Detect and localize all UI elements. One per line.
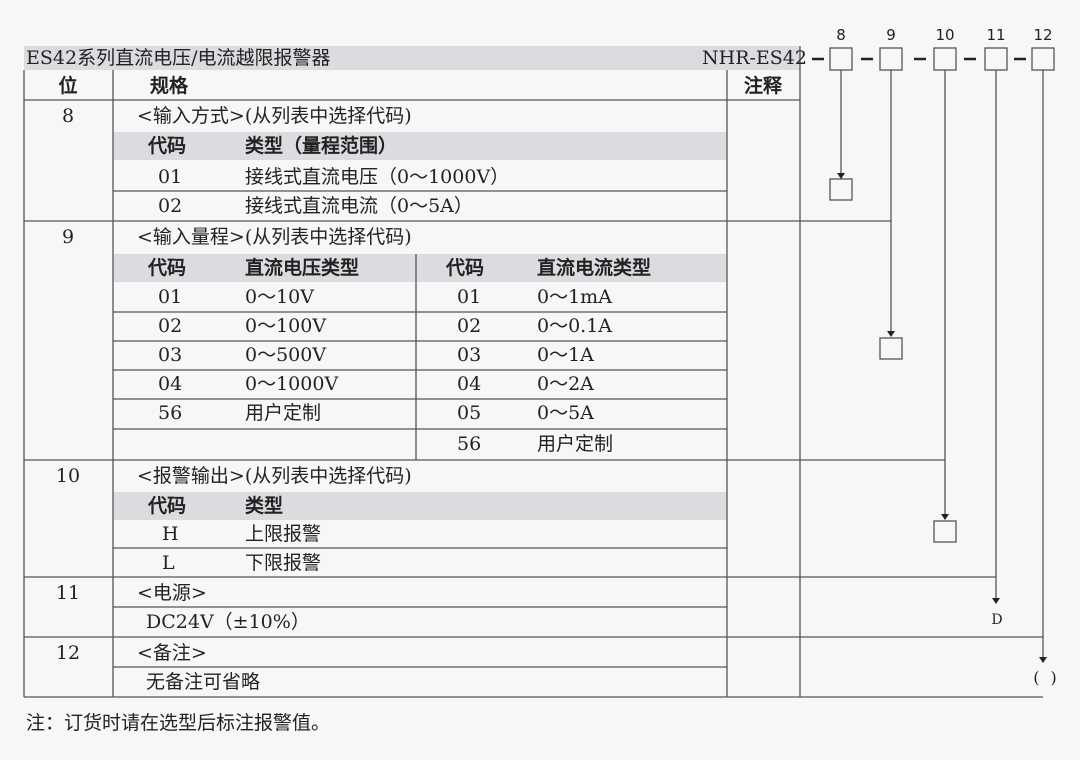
header-position: 位 bbox=[58, 75, 78, 97]
column-header-code: 代码 bbox=[148, 495, 187, 517]
option-type: 0～500V bbox=[245, 344, 327, 366]
code-position-label: 8 bbox=[836, 26, 846, 44]
option-type: 0～0.1A bbox=[537, 315, 613, 337]
column-header-type: 类型 bbox=[245, 495, 284, 517]
option-code: L bbox=[162, 552, 175, 574]
option-type: 0～2A bbox=[537, 373, 594, 395]
option-code: 01 bbox=[457, 286, 482, 308]
column-header-code: 代码 bbox=[446, 257, 485, 279]
option-code: 04 bbox=[457, 373, 482, 395]
section-position: 9 bbox=[61, 226, 75, 248]
option-code: 56 bbox=[158, 402, 183, 424]
option-type: 0～10V bbox=[245, 286, 314, 308]
option-code: 05 bbox=[457, 402, 482, 424]
option-code: 02 bbox=[158, 315, 183, 337]
option-type: 用户定制 bbox=[537, 433, 614, 455]
section-title: <输入方式>(从列表中选择代码) bbox=[137, 105, 412, 127]
option-type: 0～1A bbox=[537, 344, 594, 366]
option-type: 0～5A bbox=[537, 402, 594, 424]
column-header-code: 代码 bbox=[148, 257, 187, 279]
section-position: 8 bbox=[61, 105, 75, 127]
option-code: 02 bbox=[457, 315, 482, 337]
option-code: 03 bbox=[457, 344, 482, 366]
option-code: H bbox=[162, 523, 179, 545]
column-header-code: 代码 bbox=[148, 135, 187, 157]
option-code: 02 bbox=[158, 195, 183, 217]
option-type: 下限报警 bbox=[245, 552, 322, 574]
code-position-label: 12 bbox=[1033, 26, 1053, 44]
header-note: 注释 bbox=[743, 75, 783, 97]
section-9-header-fill bbox=[113, 254, 727, 282]
section-position: 11 bbox=[55, 582, 81, 604]
model-number: NHR-ES42 bbox=[702, 47, 807, 69]
title-bar bbox=[24, 46, 800, 70]
option-type: 用户定制 bbox=[245, 402, 322, 424]
option-code: 03 bbox=[158, 344, 183, 366]
section-8-header-fill bbox=[113, 132, 727, 160]
power-value: DC24V（±10%） bbox=[146, 611, 310, 633]
section-title: <电源> bbox=[137, 582, 207, 604]
option-code: 01 bbox=[158, 166, 183, 188]
section-title: <备注> bbox=[137, 642, 207, 664]
column-header-current-type: 直流电流类型 bbox=[537, 257, 652, 279]
section-title: <报警输出>(从列表中选择代码) bbox=[137, 465, 412, 487]
code-position-label: 9 bbox=[886, 26, 896, 44]
code-position-label: 10 bbox=[935, 26, 955, 44]
option-type: 接线式直流电压（0～1000V） bbox=[245, 166, 510, 188]
code-position-label: 11 bbox=[986, 26, 1006, 44]
option-type: 上限报警 bbox=[245, 523, 322, 545]
header-spec: 规格 bbox=[150, 75, 189, 97]
option-type: 0～1mA bbox=[537, 286, 612, 308]
section-position: 10 bbox=[55, 465, 81, 487]
document-title: ES42系列直流电压/电流越限报警器 bbox=[26, 47, 331, 69]
section-10-header-fill bbox=[113, 492, 727, 520]
column-header-type: 类型（量程范围） bbox=[245, 135, 398, 157]
option-code: 56 bbox=[457, 433, 482, 455]
option-code: 01 bbox=[158, 286, 183, 308]
option-code: 04 bbox=[158, 373, 183, 395]
remark-value: 无备注可省略 bbox=[146, 671, 261, 693]
footnote: 注：订货时请在选型后标注报警值。 bbox=[26, 712, 331, 734]
option-type: 接线式直流电流（0～5A） bbox=[245, 195, 473, 217]
option-type: 0～100V bbox=[245, 315, 327, 337]
section-title: <输入量程>(从列表中选择代码) bbox=[137, 226, 412, 248]
column-header-voltage-type: 直流电压类型 bbox=[245, 257, 360, 279]
remark-code-result: ( ) bbox=[1033, 668, 1057, 687]
option-type: 0～1000V bbox=[245, 373, 339, 395]
section-position: 12 bbox=[55, 642, 81, 664]
power-code-result: D bbox=[991, 612, 1003, 628]
